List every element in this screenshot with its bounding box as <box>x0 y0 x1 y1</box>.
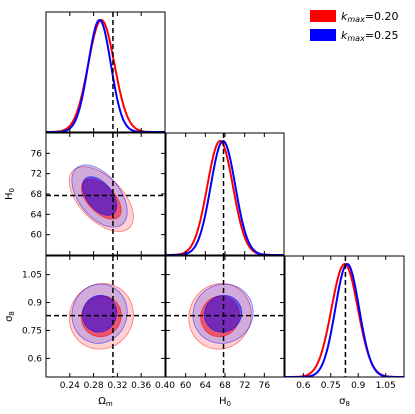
x-tick-label-h0: 60 <box>180 381 192 391</box>
legend-swatch-0 <box>310 10 336 22</box>
x-tick-label-om: 0.32 <box>107 381 127 391</box>
x-tick-label-om: 0.40 <box>155 381 175 391</box>
y-axis-label-h0: H0 <box>4 188 16 200</box>
x-tick-label-s8: 1.05 <box>376 381 396 391</box>
marginal-curve-1 <box>166 139 284 255</box>
x-tick-label-h0: 76 <box>259 381 271 391</box>
x-tick-label-s8: 0.9 <box>351 381 366 391</box>
y-tick-label-s8: 0.6 <box>28 354 43 364</box>
legend-label-1: kmax=0.25 <box>341 29 399 43</box>
contour-1sigma-1 <box>81 176 118 216</box>
y-tick-label-h0: 64 <box>31 210 43 220</box>
x-tick-label-h0: 72 <box>239 381 250 391</box>
panel-content <box>46 12 165 132</box>
y-tick-label-h0: 68 <box>31 190 43 200</box>
y-tick-label-h0: 76 <box>31 149 43 159</box>
marginal-curve-0 <box>166 140 284 255</box>
panel-s8-om <box>45 255 166 378</box>
x-tick-label-om: 0.24 <box>60 381 80 391</box>
legend-label-0: kmax=0.20 <box>341 10 399 24</box>
marginal-curve-0 <box>285 262 404 377</box>
panel-h0-om <box>45 132 166 256</box>
panel-h0-h0 <box>165 132 285 256</box>
y-axis-label-s8: σ8 <box>4 311 16 322</box>
panel-content <box>166 256 284 377</box>
panel-frame <box>45 255 166 378</box>
y-tick-label-h0: 60 <box>31 231 43 241</box>
contour-1sigma-1 <box>81 294 118 333</box>
x-tick-label-om: 0.28 <box>84 381 104 391</box>
panel-frame <box>45 11 166 133</box>
x-tick-label-om: 0.36 <box>131 381 151 391</box>
panel-om-om <box>45 11 166 133</box>
panel-content <box>166 133 284 255</box>
y-tick-label-h0: 72 <box>31 170 42 180</box>
marginal-curve-1 <box>46 18 165 132</box>
legend: kmax=0.20 kmax=0.25 <box>310 10 399 43</box>
panel-frame <box>284 255 405 378</box>
x-tick-label-h0: 68 <box>219 381 231 391</box>
y-tick-label-s8: 1.05 <box>22 271 42 281</box>
panel-content <box>46 256 165 377</box>
panel-s8-s8 <box>284 255 405 378</box>
x-tick-label-s8: 0.75 <box>321 381 341 391</box>
panel-content <box>285 256 404 377</box>
x-axis-label-h0: H0 <box>219 396 231 408</box>
panel-content <box>46 133 165 255</box>
legend-swatch-1 <box>310 29 336 41</box>
y-tick-label-s8: 0.9 <box>28 299 43 309</box>
panels <box>45 11 405 378</box>
x-axis-label-om: Ωm <box>98 396 113 408</box>
x-axis-label-s8: σ8 <box>339 396 350 408</box>
x-tick-label-s8: 0.6 <box>296 381 311 391</box>
x-tick-label-h0: 64 <box>200 381 212 391</box>
y-tick-label-s8: 0.75 <box>22 326 42 336</box>
panel-s8-h0 <box>165 255 285 378</box>
marginal-curve-1 <box>285 262 404 377</box>
